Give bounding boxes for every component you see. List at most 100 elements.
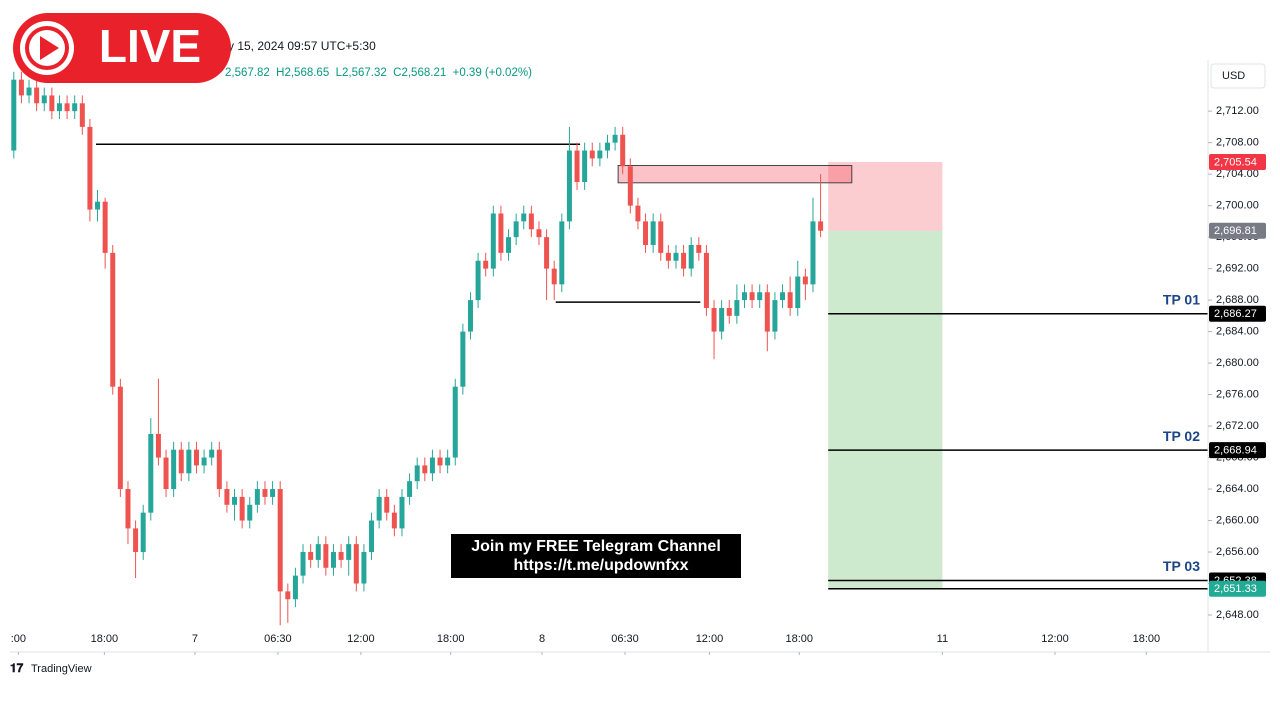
target-price-tag: 2,668.94 bbox=[1214, 445, 1257, 457]
candle bbox=[125, 481, 131, 545]
candle-body bbox=[384, 496, 390, 513]
candle bbox=[780, 284, 786, 308]
y-tick-label: 2,664.00 bbox=[1216, 483, 1259, 495]
candle-body bbox=[87, 126, 93, 210]
y-tick-label: 2,688.00 bbox=[1216, 294, 1259, 306]
candle bbox=[544, 229, 550, 301]
candle-body bbox=[688, 245, 694, 269]
promo-link[interactable]: https://t.me/updownfxx bbox=[513, 557, 688, 574]
candle bbox=[574, 142, 580, 190]
candle-body bbox=[787, 292, 793, 308]
candle-body bbox=[391, 512, 397, 529]
candle-body bbox=[696, 245, 702, 253]
candle-body bbox=[627, 166, 633, 206]
candle bbox=[292, 567, 298, 608]
candle bbox=[726, 300, 732, 324]
live-badge: LIVE bbox=[13, 13, 231, 83]
candle-body bbox=[155, 433, 161, 458]
x-tick-label: 06:30 bbox=[264, 633, 292, 645]
candle-body bbox=[292, 575, 298, 600]
candle bbox=[56, 95, 62, 120]
x-tick-label: 18:00 bbox=[786, 633, 814, 645]
candle bbox=[490, 205, 496, 277]
brand-icon: 𝟏𝟕 bbox=[10, 661, 24, 675]
candle bbox=[216, 441, 222, 497]
candle-body bbox=[262, 489, 268, 497]
candle-body bbox=[764, 292, 770, 332]
candle bbox=[589, 142, 595, 167]
candle bbox=[102, 197, 108, 269]
candle bbox=[741, 284, 747, 308]
candle-body bbox=[163, 457, 169, 490]
candle-body bbox=[133, 528, 139, 553]
candle-body bbox=[665, 252, 671, 261]
stop-zone bbox=[828, 162, 943, 231]
candle-body bbox=[734, 300, 740, 316]
candle bbox=[597, 142, 603, 167]
candle-body bbox=[544, 237, 550, 269]
candle-body bbox=[148, 433, 154, 513]
candle-body bbox=[254, 489, 260, 505]
candle-body bbox=[757, 292, 763, 301]
y-tick-label: 2,708.00 bbox=[1216, 137, 1259, 149]
candle-body bbox=[117, 386, 123, 490]
live-play-triangle bbox=[40, 36, 59, 60]
candle-body bbox=[110, 252, 116, 387]
candle bbox=[239, 489, 245, 529]
target-name: TP 02 bbox=[1163, 428, 1200, 444]
candle bbox=[757, 284, 763, 308]
candle bbox=[452, 378, 458, 466]
candle-body bbox=[490, 213, 496, 269]
x-tick-label: 12:00 bbox=[1041, 633, 1069, 645]
candle bbox=[414, 457, 420, 490]
y-tick-label: 2,700.00 bbox=[1216, 200, 1259, 212]
candle-body bbox=[140, 512, 146, 553]
candle bbox=[650, 213, 656, 253]
y-tick-label: 2,684.00 bbox=[1216, 326, 1259, 338]
candle bbox=[323, 536, 329, 576]
candle-body bbox=[300, 552, 306, 576]
candle-body bbox=[346, 544, 352, 560]
candle-body bbox=[795, 276, 801, 308]
candle-body bbox=[818, 221, 824, 231]
x-tick-label: 11 bbox=[937, 633, 948, 645]
candle bbox=[376, 489, 382, 529]
candle bbox=[361, 544, 367, 592]
candle-body bbox=[209, 449, 215, 458]
candle-body bbox=[506, 237, 512, 253]
candle-body bbox=[64, 103, 70, 112]
candle-body bbox=[703, 252, 709, 308]
candle bbox=[498, 205, 504, 261]
candle bbox=[224, 481, 230, 513]
candle bbox=[95, 189, 101, 222]
candle bbox=[87, 119, 93, 222]
candle-body bbox=[277, 489, 283, 592]
plot bbox=[11, 71, 1208, 626]
target-name: TP 03 bbox=[1163, 558, 1200, 574]
candle-body bbox=[407, 481, 413, 497]
candle bbox=[26, 79, 32, 104]
candle-body bbox=[475, 260, 481, 301]
candle bbox=[391, 504, 397, 537]
candle bbox=[429, 449, 435, 482]
target-price-tag-bg bbox=[1209, 442, 1266, 459]
candle-body bbox=[681, 252, 687, 269]
x-tick-label: :00 bbox=[11, 633, 26, 645]
candle bbox=[536, 221, 542, 245]
candle-body bbox=[201, 457, 207, 466]
candle-body bbox=[247, 504, 253, 521]
candle bbox=[810, 197, 816, 293]
candle-body bbox=[102, 201, 108, 253]
candle bbox=[285, 583, 291, 623]
candle bbox=[787, 276, 793, 316]
target-zone bbox=[828, 230, 943, 589]
candle-body bbox=[513, 221, 519, 238]
candle-body bbox=[422, 465, 428, 474]
candle bbox=[34, 79, 40, 112]
candle-body bbox=[224, 489, 230, 505]
candle bbox=[163, 449, 169, 497]
candle-body bbox=[452, 386, 458, 458]
currency-box[interactable] bbox=[1210, 63, 1266, 89]
candle-body bbox=[270, 489, 276, 497]
